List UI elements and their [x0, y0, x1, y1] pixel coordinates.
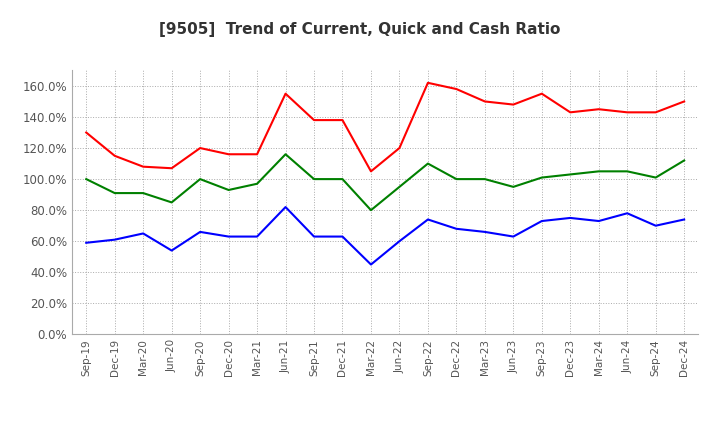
Quick Ratio — [566, 172, 575, 177]
Quick Ratio — [225, 187, 233, 193]
Line: Current Ratio: Current Ratio — [86, 83, 684, 171]
Cash Ratio — [139, 231, 148, 236]
Current Ratio — [623, 110, 631, 115]
Current Ratio — [110, 153, 119, 158]
Quick Ratio — [395, 184, 404, 190]
Current Ratio — [282, 91, 290, 96]
Current Ratio — [167, 165, 176, 171]
Cash Ratio — [167, 248, 176, 253]
Line: Cash Ratio: Cash Ratio — [86, 207, 684, 264]
Cash Ratio — [509, 234, 518, 239]
Quick Ratio — [110, 191, 119, 196]
Current Ratio — [139, 164, 148, 169]
Current Ratio — [537, 91, 546, 96]
Current Ratio — [652, 110, 660, 115]
Cash Ratio — [452, 226, 461, 231]
Cash Ratio — [480, 229, 489, 235]
Cash Ratio — [623, 211, 631, 216]
Current Ratio — [310, 117, 318, 123]
Quick Ratio — [338, 176, 347, 182]
Cash Ratio — [395, 238, 404, 244]
Quick Ratio — [310, 176, 318, 182]
Current Ratio — [509, 102, 518, 107]
Cash Ratio — [595, 218, 603, 224]
Quick Ratio — [595, 169, 603, 174]
Quick Ratio — [253, 181, 261, 187]
Cash Ratio — [110, 237, 119, 242]
Quick Ratio — [623, 169, 631, 174]
Quick Ratio — [652, 175, 660, 180]
Cash Ratio — [338, 234, 347, 239]
Current Ratio — [395, 145, 404, 150]
Current Ratio — [595, 106, 603, 112]
Current Ratio — [452, 86, 461, 92]
Cash Ratio — [366, 262, 375, 267]
Quick Ratio — [680, 158, 688, 163]
Current Ratio — [225, 152, 233, 157]
Cash Ratio — [537, 218, 546, 224]
Current Ratio — [366, 169, 375, 174]
Current Ratio — [196, 145, 204, 150]
Quick Ratio — [509, 184, 518, 190]
Quick Ratio — [282, 152, 290, 157]
Quick Ratio — [196, 176, 204, 182]
Quick Ratio — [82, 176, 91, 182]
Cash Ratio — [652, 223, 660, 228]
Current Ratio — [680, 99, 688, 104]
Current Ratio — [338, 117, 347, 123]
Cash Ratio — [566, 215, 575, 220]
Current Ratio — [566, 110, 575, 115]
Quick Ratio — [537, 175, 546, 180]
Quick Ratio — [366, 208, 375, 213]
Quick Ratio — [139, 191, 148, 196]
Cash Ratio — [225, 234, 233, 239]
Current Ratio — [423, 80, 432, 85]
Line: Quick Ratio: Quick Ratio — [86, 154, 684, 210]
Quick Ratio — [480, 176, 489, 182]
Quick Ratio — [452, 176, 461, 182]
Cash Ratio — [423, 217, 432, 222]
Current Ratio — [82, 130, 91, 135]
Quick Ratio — [423, 161, 432, 166]
Cash Ratio — [196, 229, 204, 235]
Current Ratio — [480, 99, 489, 104]
Quick Ratio — [167, 200, 176, 205]
Text: [9505]  Trend of Current, Quick and Cash Ratio: [9505] Trend of Current, Quick and Cash … — [159, 22, 561, 37]
Cash Ratio — [82, 240, 91, 246]
Current Ratio — [253, 152, 261, 157]
Cash Ratio — [282, 205, 290, 210]
Cash Ratio — [680, 217, 688, 222]
Cash Ratio — [253, 234, 261, 239]
Cash Ratio — [310, 234, 318, 239]
